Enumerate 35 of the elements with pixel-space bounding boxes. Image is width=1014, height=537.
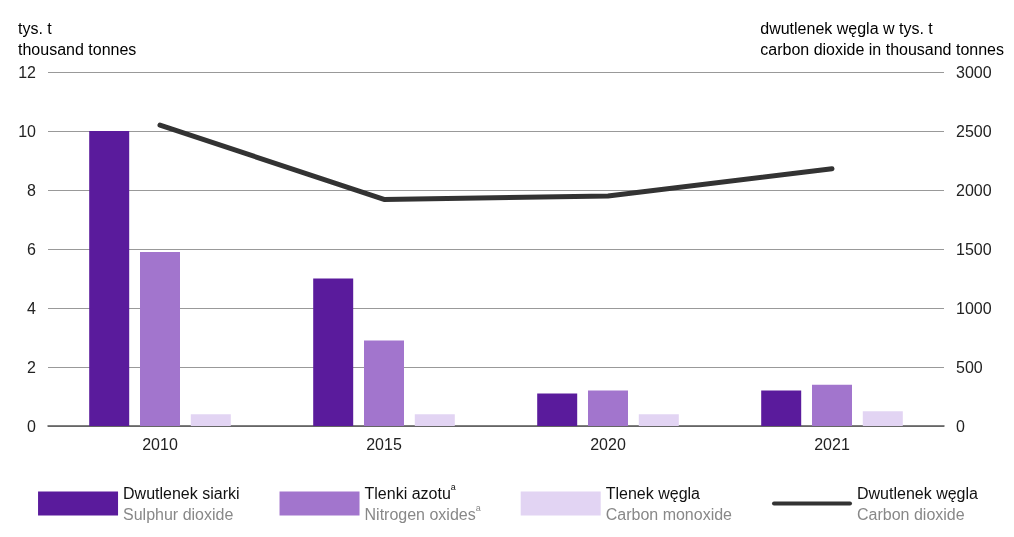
legend-label: Dwutlenek węgla Carbon dioxide xyxy=(857,484,979,523)
bar xyxy=(862,411,903,426)
y-tick-label: 0 xyxy=(27,417,37,435)
bar xyxy=(364,340,404,426)
legend-label: Tlenek węgla Carbon monoxide xyxy=(605,484,733,523)
y-tick-label: 6 xyxy=(27,240,37,258)
bar xyxy=(761,390,802,426)
y2-tick-label: 500 xyxy=(956,358,983,376)
y2-tick-label: 3000 xyxy=(956,63,992,81)
bar xyxy=(313,278,354,426)
bar xyxy=(414,414,455,426)
x-tick-label: 2021 xyxy=(814,435,850,453)
bar xyxy=(638,414,679,426)
y2-axis-title: dwutlenek węgla w tys. t carbon dioxide in thousand tonnes xyxy=(760,19,1004,58)
x-tick-label: 2020 xyxy=(590,435,626,453)
y-tick-label: 4 xyxy=(27,299,37,317)
bar xyxy=(140,251,180,426)
bar xyxy=(89,131,130,426)
x-tick-label: 2015 xyxy=(366,435,402,453)
y-tick-label: 8 xyxy=(27,181,37,199)
y2-tick-label: 0 xyxy=(956,417,965,435)
bar xyxy=(588,390,628,426)
y-tick-label: 2 xyxy=(27,358,37,376)
bar xyxy=(537,393,578,426)
y2-tick-label: 1000 xyxy=(956,299,992,317)
y2-tick-label: 2500 xyxy=(956,122,992,140)
x-tick-label: 2010 xyxy=(142,435,178,453)
y2-tick-label: 2000 xyxy=(956,181,992,199)
y-tick-label: 12 xyxy=(18,63,37,81)
bar xyxy=(190,414,231,426)
legend-label: Dwutlenek siarki Sulphur dioxide xyxy=(123,484,240,523)
y2-tick-label: 1500 xyxy=(956,240,992,258)
y-axis-title: tys. t thousand tonnes xyxy=(18,19,137,58)
bar xyxy=(812,384,852,426)
y-tick-label: 10 xyxy=(18,122,37,140)
